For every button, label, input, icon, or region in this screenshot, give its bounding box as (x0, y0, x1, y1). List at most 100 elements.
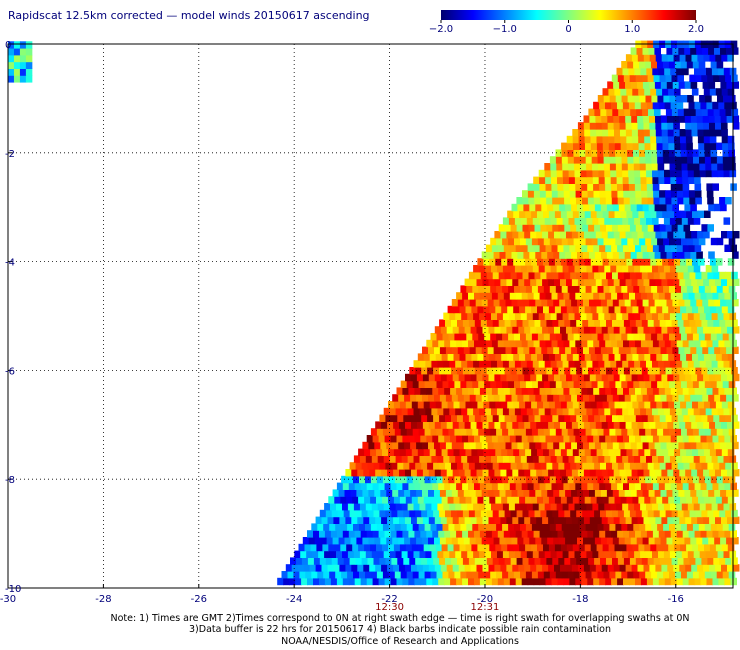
wind-difference-cell (464, 373, 472, 382)
wind-difference-cell (721, 353, 729, 361)
wind-difference-cell (360, 530, 368, 538)
wind-difference-cell (383, 407, 391, 416)
wind-difference-cell (525, 237, 533, 246)
wind-difference-cell (344, 489, 352, 497)
wind-difference-cell (654, 489, 662, 497)
wind-difference-cell (338, 489, 346, 497)
wind-difference-cell (554, 231, 561, 239)
wind-difference-cell (446, 421, 454, 429)
wind-difference-cell (698, 61, 706, 69)
wind-difference-cell (685, 469, 692, 477)
wind-difference-cell (647, 462, 655, 470)
wind-difference-cell (609, 380, 616, 388)
wind-difference-cell (697, 469, 704, 477)
wind-difference-cell (625, 469, 633, 477)
wind-difference-cell (660, 203, 668, 212)
wind-difference-cell (468, 414, 476, 422)
wind-difference-cell (512, 421, 519, 429)
wind-difference-cell (681, 217, 689, 225)
wind-difference-cell (558, 319, 565, 327)
wind-difference-cell (438, 435, 445, 443)
wind-difference-cell (719, 367, 726, 375)
wind-difference-cell (632, 496, 639, 504)
wind-difference-cell (500, 421, 507, 429)
wind-difference-cell (722, 380, 730, 388)
wind-difference-cell (562, 169, 570, 178)
wind-difference-cell (650, 543, 657, 552)
wind-difference-cell (504, 557, 512, 565)
x-axis: -30 -28 -26 -24 -22 -20 -18 -16 (0, 584, 684, 605)
wind-difference-cell (460, 380, 467, 388)
wind-difference-cell (704, 353, 711, 361)
wind-difference-cell (571, 373, 579, 382)
wind-difference-cell (335, 523, 342, 531)
wind-difference-cell (648, 251, 656, 259)
wind-difference-cell (716, 142, 723, 150)
wind-difference-cell (519, 543, 526, 552)
wind-difference-cell (371, 550, 379, 558)
wind-difference-cell (653, 271, 661, 280)
wind-difference-cell (667, 54, 675, 62)
wind-difference-cell (459, 543, 467, 552)
wind-difference-cell (531, 428, 539, 436)
wind-difference-cell (724, 435, 731, 443)
wind-difference-cell (502, 571, 509, 579)
wind-difference-cell (524, 278, 531, 286)
wind-difference-cell (378, 435, 386, 443)
wind-difference-cell (691, 54, 699, 62)
wind-difference-cell (439, 557, 446, 565)
wind-difference-cell (562, 312, 570, 320)
wind-difference-cell (593, 101, 600, 110)
wind-difference-cell (668, 305, 675, 314)
wind-difference-cell (725, 414, 732, 422)
wind-difference-cell (532, 217, 540, 225)
wind-difference-cell (583, 537, 590, 545)
wind-difference-cell (698, 523, 706, 531)
wind-difference-cell (683, 224, 691, 232)
wind-difference-cell (572, 210, 580, 218)
wind-difference-cell (524, 516, 531, 524)
wind-difference-cell (450, 387, 457, 395)
wind-difference-cell (630, 299, 638, 307)
wind-difference-cell (663, 285, 670, 293)
wind-difference-cell (639, 61, 646, 69)
wind-difference-cell (452, 564, 460, 572)
wind-difference-cell (508, 550, 516, 558)
wind-difference-cell (710, 285, 718, 293)
wind-difference-cell (461, 503, 468, 511)
wind-difference-cell (594, 557, 601, 565)
wind-difference-cell (551, 183, 558, 191)
wind-difference-cell (715, 564, 722, 572)
wind-difference-cell (683, 462, 691, 470)
wind-difference-cell (659, 509, 667, 518)
wind-difference-cell (558, 271, 565, 280)
wind-difference-cell (552, 197, 559, 205)
wind-difference-cell (584, 496, 592, 504)
wind-difference-cell (703, 135, 711, 144)
wind-difference-cell (628, 265, 635, 273)
wind-difference-cell (715, 448, 723, 456)
wind-difference-cell (531, 523, 539, 531)
wind-difference-cell (342, 577, 350, 586)
wind-difference-cell (556, 312, 564, 320)
wind-difference-cell (349, 557, 357, 565)
wind-difference-cell (583, 489, 590, 497)
wind-difference-cell (695, 509, 702, 518)
wind-difference-cell (714, 115, 722, 123)
wind-difference-cell (478, 380, 485, 388)
wind-difference-cell (606, 271, 613, 280)
wind-difference-cell (449, 455, 456, 463)
wind-difference-cell (478, 475, 485, 484)
wind-difference-cell (706, 435, 714, 443)
wind-difference-cell (684, 489, 691, 497)
wind-difference-cell (732, 81, 739, 89)
wind-difference-cell (428, 537, 435, 545)
wind-difference-cell (641, 509, 649, 518)
wind-difference-cell (634, 183, 642, 191)
wind-difference-cell (726, 346, 733, 354)
wind-difference-cell (464, 469, 472, 477)
wind-difference-cell (493, 394, 501, 402)
wind-difference-cell (615, 149, 622, 157)
wind-difference-cell (426, 530, 433, 538)
wind-difference-cell (546, 414, 553, 422)
